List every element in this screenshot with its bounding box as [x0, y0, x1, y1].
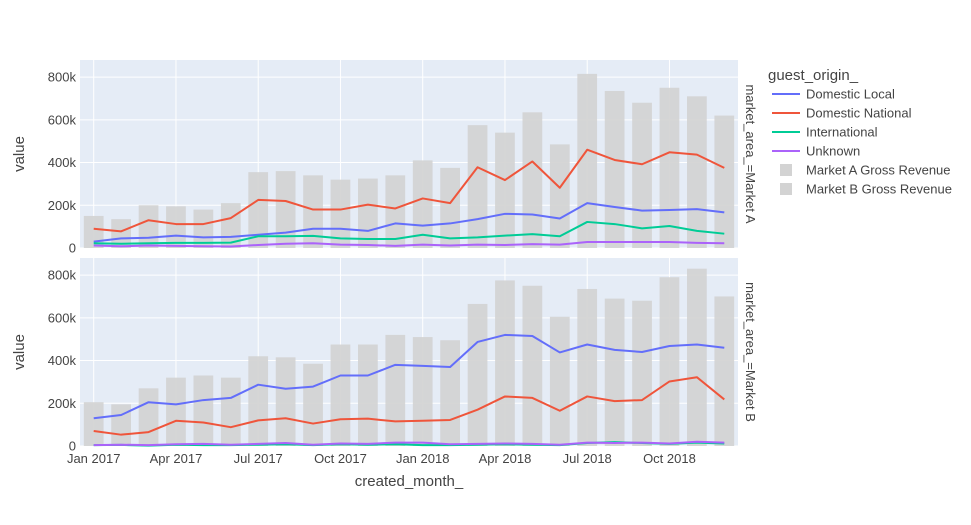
y-tick-label: 0 [69, 241, 76, 256]
bar [604, 90, 625, 249]
facet-panel-2: 0 200k 400k 600k 800k market_area_=Market B va… [11, 258, 758, 454]
line-series-unknown [93, 440, 725, 447]
bar [659, 87, 680, 248]
x-tick-label: Jul 2017 [234, 451, 283, 466]
y-tick-label: 600k [48, 310, 77, 325]
y-tick-label: 600k [48, 112, 77, 127]
line-series-international [93, 220, 725, 245]
bar [385, 175, 406, 248]
bar [604, 298, 625, 446]
line-series-unknown [93, 241, 725, 248]
legend-swatch-bar [780, 164, 792, 176]
bar [111, 404, 131, 446]
y-tick-label: 400k [48, 353, 77, 368]
chart-panels: 0 200k 400k 600k 800k market_area_=Market A va… [11, 60, 758, 466]
y-axis-title: value [11, 334, 28, 370]
y-axis-title: value [11, 136, 28, 172]
bar [440, 167, 460, 248]
bar [659, 277, 680, 446]
bar [577, 288, 598, 446]
legend-item-unknown[interactable]: Unknown [772, 144, 860, 159]
bar [467, 125, 488, 248]
bar [248, 172, 269, 248]
bar [166, 206, 186, 248]
x-tick-label: Jan 2017 [67, 451, 121, 466]
bar [220, 377, 241, 446]
bar [330, 344, 351, 446]
y-tick-label: 0 [69, 439, 76, 454]
x-tick-label: Jul 2018 [563, 451, 612, 466]
facet-panel-1: 0 200k 400k 600k 800k market_area_=Market A va… [11, 60, 758, 256]
bar [522, 285, 543, 446]
legend-item-domestic-national[interactable]: Domestic National [772, 106, 912, 121]
legend-item-domestic-local[interactable]: Domestic Local [772, 87, 895, 102]
bar [358, 344, 378, 446]
bar [83, 402, 104, 446]
legend-item-market-b-gross-revenue[interactable]: Market B Gross Revenue [780, 182, 952, 197]
bar [549, 316, 570, 446]
facet-label: market_area_=Market B [743, 282, 758, 422]
bar [193, 209, 214, 248]
x-tick-label: Oct 2017 [314, 451, 367, 466]
bar [687, 268, 707, 446]
y-tick-label: 800k [48, 70, 77, 85]
bar [632, 102, 652, 249]
bar-series-market-b-gross-revenue [83, 268, 735, 446]
bar [248, 356, 269, 446]
legend-label: Domestic National [806, 106, 912, 121]
plot-background [80, 258, 738, 446]
bar [467, 303, 488, 446]
bar [549, 144, 570, 248]
y-tick-label: 200k [48, 198, 77, 213]
bar [275, 171, 296, 248]
bar [632, 300, 652, 446]
bar [440, 340, 460, 446]
legend-label: International [806, 125, 878, 140]
bar [303, 363, 323, 446]
x-tick-label: Oct 2018 [643, 451, 696, 466]
bar [166, 377, 186, 446]
line-series-domestic-local [93, 333, 725, 420]
bar [330, 179, 351, 248]
x-axis-title: created_month_ [355, 473, 464, 490]
legend-title: guest_origin_ [768, 67, 859, 84]
line-series-domestic-national [93, 376, 725, 436]
bar [495, 280, 515, 446]
x-tick-label: Apr 2017 [150, 451, 203, 466]
legend-swatch-bar [780, 183, 792, 195]
legend-label: Market B Gross Revenue [806, 182, 952, 197]
bar [275, 357, 296, 446]
bar [687, 96, 707, 249]
y-tick-label: 400k [48, 155, 77, 170]
line-series-domestic-national [93, 148, 725, 233]
bar [412, 337, 433, 446]
bar [714, 296, 735, 446]
bar [138, 388, 159, 446]
plot-background [80, 60, 738, 248]
legend-label: Unknown [806, 144, 860, 159]
bar [111, 219, 131, 248]
bar [138, 205, 159, 248]
bar [495, 132, 515, 248]
x-axis-ticks: Jan 2017 Apr 2017 Jul 2017 Oct 2017 Jan 2018… [67, 451, 696, 466]
line-series-domestic-local [93, 202, 725, 243]
bar [193, 375, 214, 446]
bar [83, 215, 104, 248]
facet-label: market_area_=Market A [743, 84, 758, 223]
legend-label: Market A Gross Revenue [806, 163, 951, 178]
legend-label: Domestic Local [806, 87, 895, 102]
x-tick-label: Jan 2018 [396, 451, 450, 466]
bar [358, 178, 378, 248]
y-tick-label: 800k [48, 268, 77, 283]
legend-item-international[interactable]: International [772, 125, 878, 140]
bar [522, 112, 543, 248]
x-tick-label: Apr 2018 [479, 451, 532, 466]
bar [385, 334, 406, 446]
legend-item-market-a-gross-revenue[interactable]: Market A Gross Revenue [780, 163, 951, 178]
legend[interactable]: guest_origin_ Domestic Local Domestic Nati… [768, 67, 952, 197]
bar [714, 115, 735, 248]
y-tick-label: 200k [48, 396, 77, 411]
